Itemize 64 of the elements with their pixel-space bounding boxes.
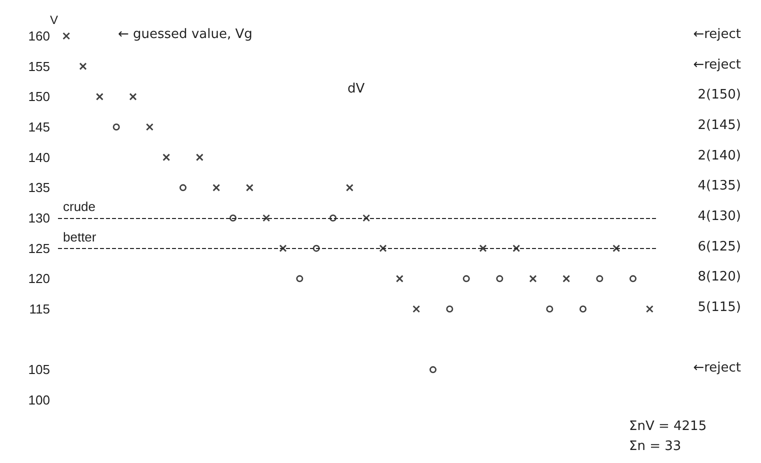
point — [79, 62, 87, 70]
point — [596, 275, 604, 282]
text: 8(120) — [698, 270, 742, 285]
y-tick-label: 130 — [28, 210, 50, 226]
y-tick-label: 140 — [28, 150, 50, 165]
point — [346, 184, 354, 192]
point — [362, 214, 370, 222]
point — [162, 154, 170, 162]
point — [246, 184, 254, 192]
y-tick-label: 105 — [28, 362, 50, 378]
point — [412, 305, 420, 313]
point — [212, 184, 220, 192]
y-tick-label: 150 — [28, 89, 50, 104]
text: 6(125) — [698, 239, 742, 254]
text: ←reject — [693, 360, 742, 376]
point — [62, 32, 70, 40]
point — [146, 123, 154, 131]
point — [180, 184, 186, 192]
point — [129, 92, 137, 100]
point — [546, 306, 554, 312]
point — [379, 244, 387, 252]
point — [580, 306, 586, 312]
ref-line-label: crude — [63, 199, 96, 214]
point — [562, 274, 570, 282]
point — [430, 366, 436, 374]
text: ΣnV = 4215 — [629, 419, 707, 434]
y-tick-label: 135 — [28, 180, 50, 196]
point — [112, 124, 120, 130]
point — [279, 244, 287, 252]
text: 4(135) — [698, 178, 742, 194]
y-tick-label: 125 — [28, 240, 50, 256]
text: 2(145) — [698, 118, 742, 133]
text: ←reject — [693, 57, 742, 72]
y-axis-title: V — [50, 13, 58, 27]
annotation: dV — [348, 82, 365, 97]
y-tick-label: 145 — [28, 120, 50, 134]
point — [230, 214, 236, 222]
y-tick-label: 155 — [28, 58, 50, 74]
text: 4(130) — [698, 209, 742, 224]
point — [630, 275, 636, 282]
point — [529, 274, 537, 282]
point — [512, 244, 520, 252]
text: 5(115) — [698, 300, 742, 315]
point — [496, 275, 504, 282]
ref-line-label: better — [63, 229, 97, 244]
text: 2(150) — [698, 88, 742, 103]
point — [262, 214, 270, 222]
point — [96, 92, 104, 100]
point — [196, 154, 204, 162]
y-tick-label: 120 — [28, 271, 50, 286]
annotation: ← guessed value, Vg — [118, 27, 252, 42]
y-tick-label: 115 — [29, 302, 50, 316]
text: ←reject — [693, 27, 742, 42]
point — [479, 244, 487, 252]
point — [396, 274, 404, 282]
point — [612, 244, 620, 252]
point — [446, 306, 454, 312]
y-tick-label: 160 — [28, 28, 50, 44]
text: Σn = 33 — [629, 439, 682, 454]
point — [296, 275, 304, 282]
point — [462, 275, 470, 282]
point — [646, 305, 654, 313]
y-tick-label: 100 — [28, 392, 50, 408]
text: 2(140) — [698, 148, 742, 164]
